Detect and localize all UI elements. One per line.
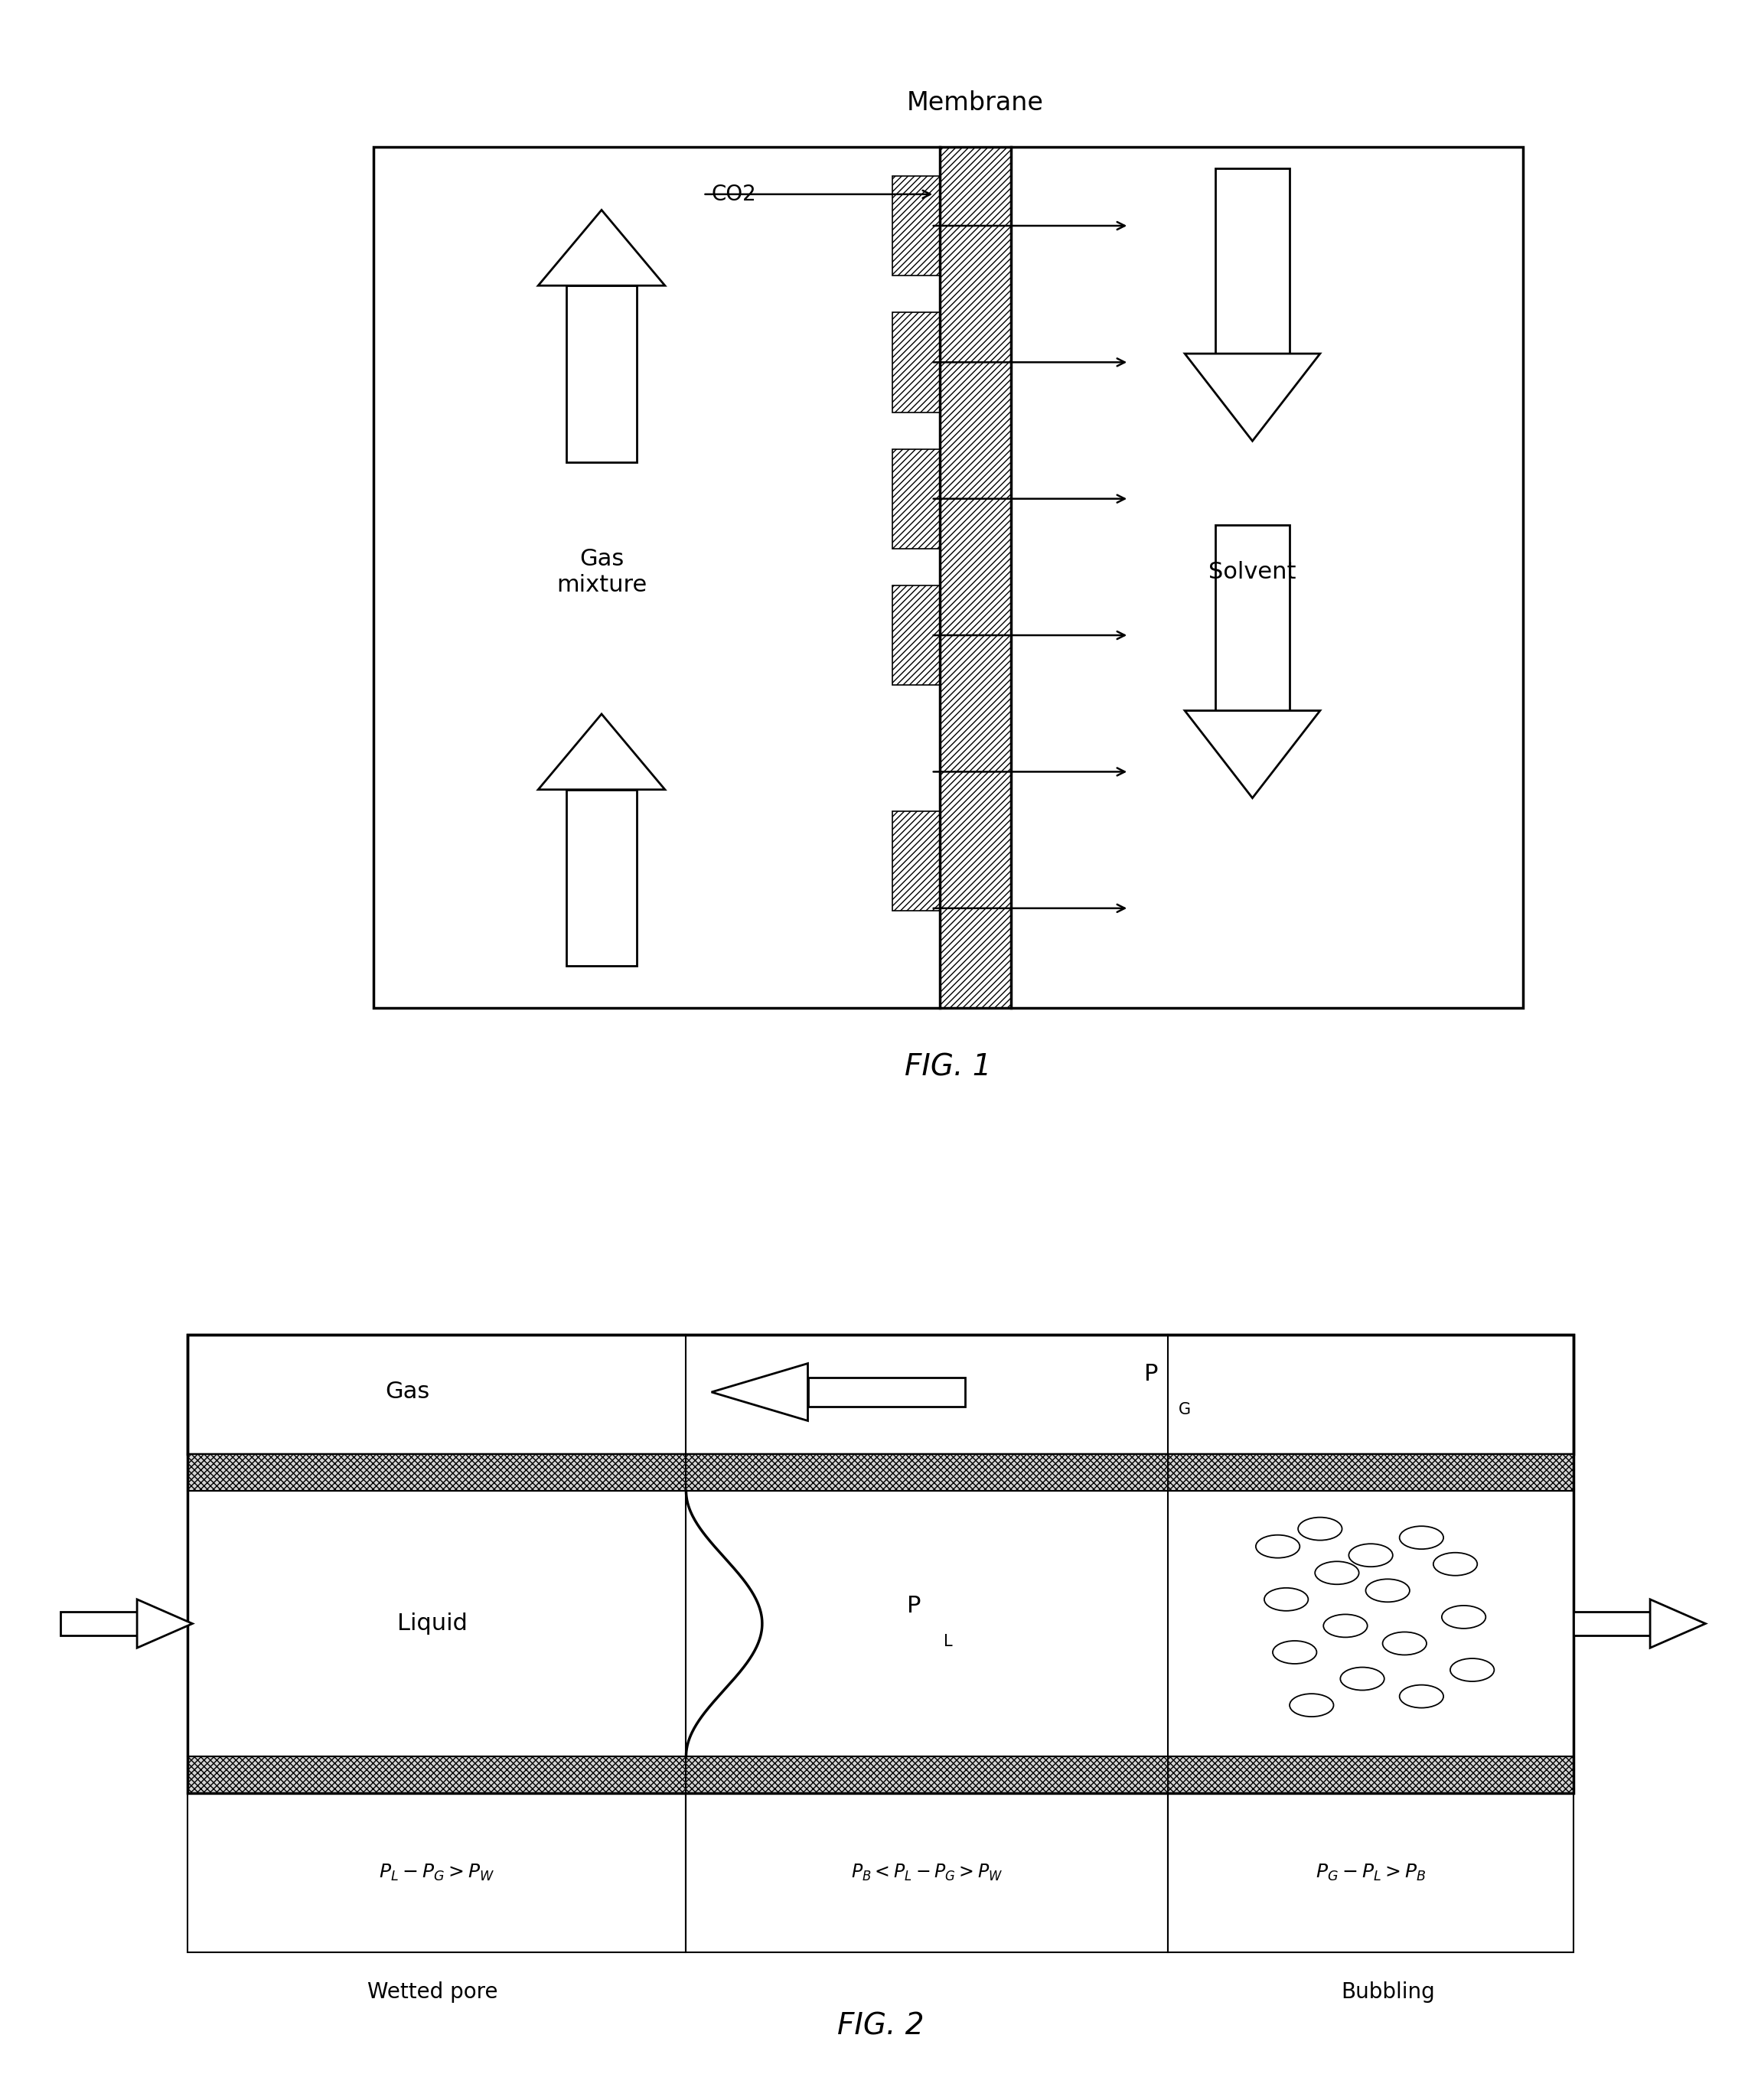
Polygon shape [1185, 353, 1321, 441]
Polygon shape [1650, 1600, 1705, 1648]
Circle shape [1382, 1632, 1426, 1655]
Bar [187, 1336, 1574, 1453]
Bar [187, 1491, 687, 1756]
Bar [187, 1756, 1574, 1793]
Text: Gas
mixture: Gas mixture [556, 548, 646, 596]
Circle shape [1264, 1588, 1308, 1611]
Bar [187, 1491, 1574, 1756]
Bar [687, 1793, 1168, 1953]
Text: CO2: CO2 [711, 183, 757, 206]
Circle shape [1433, 1552, 1477, 1575]
Bar [808, 1378, 965, 1407]
Bar [567, 790, 636, 966]
Polygon shape [711, 1363, 808, 1422]
Text: Gas: Gas [386, 1382, 430, 1403]
Bar [187, 1793, 687, 1953]
Circle shape [1256, 1535, 1300, 1558]
Bar [893, 586, 940, 685]
Polygon shape [539, 714, 666, 790]
Bar [187, 1491, 687, 1756]
Bar [187, 1453, 1574, 1491]
Polygon shape [539, 210, 666, 286]
Text: L: L [944, 1634, 953, 1648]
Bar [893, 176, 940, 275]
Circle shape [1340, 1667, 1384, 1691]
Text: FIG. 1: FIG. 1 [905, 1052, 991, 1081]
Bar [940, 147, 1011, 1008]
Circle shape [1442, 1606, 1486, 1627]
Bar [567, 286, 636, 462]
Text: Bubbling: Bubbling [1340, 1980, 1435, 2003]
Circle shape [1298, 1518, 1342, 1539]
Text: G: G [1178, 1403, 1190, 1418]
Text: $P_G - P_L > P_B$: $P_G - P_L > P_B$ [1315, 1863, 1426, 1884]
Circle shape [1367, 1579, 1409, 1602]
Bar [187, 1336, 1574, 1793]
Circle shape [1400, 1527, 1444, 1550]
Text: FIG. 2: FIG. 2 [836, 2012, 925, 2041]
Circle shape [1324, 1615, 1367, 1638]
Circle shape [1349, 1543, 1393, 1567]
Bar [373, 147, 940, 1008]
Circle shape [1451, 1659, 1493, 1682]
Bar [373, 147, 1523, 1008]
Bar [1011, 147, 1523, 1008]
Text: $P_L - P_G > P_W$: $P_L - P_G > P_W$ [379, 1863, 495, 1884]
Text: Liquid: Liquid [398, 1613, 468, 1634]
Circle shape [1400, 1684, 1444, 1707]
Text: Membrane: Membrane [907, 90, 1044, 116]
Bar [893, 449, 940, 548]
Bar [60, 1611, 137, 1636]
Text: $P_B < P_L - P_G > P_W$: $P_B < P_L - P_G > P_W$ [851, 1863, 1002, 1884]
Bar [187, 1491, 1574, 1756]
Bar [1215, 168, 1289, 353]
Bar [1574, 1611, 1650, 1636]
Polygon shape [137, 1600, 192, 1648]
Bar [893, 313, 940, 412]
Circle shape [1289, 1695, 1333, 1716]
Bar [1168, 1793, 1574, 1953]
Circle shape [1273, 1640, 1317, 1663]
Polygon shape [1185, 710, 1321, 798]
Bar [893, 811, 940, 911]
Text: P: P [1145, 1363, 1159, 1386]
Text: P: P [907, 1594, 921, 1617]
Text: Wetted pore: Wetted pore [368, 1980, 498, 2003]
Circle shape [1315, 1562, 1359, 1583]
Text: Solvent: Solvent [1208, 561, 1296, 584]
Bar [1215, 525, 1289, 710]
